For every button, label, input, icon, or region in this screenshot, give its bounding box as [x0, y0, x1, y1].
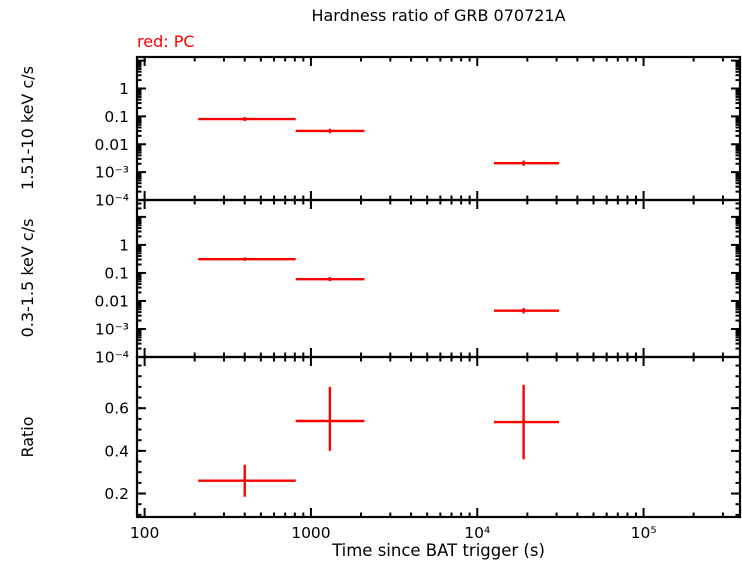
svg-text:10⁻³: 10⁻³	[95, 320, 129, 338]
chart-title: Hardness ratio of GRB 070721A	[311, 6, 566, 25]
svg-text:10⁵: 10⁵	[631, 524, 657, 542]
data-point	[198, 257, 296, 261]
panel-soft-band: 1 0.1 0.01 10⁻³ 10⁻⁴	[94, 198, 742, 367]
svg-text:1000: 1000	[291, 524, 330, 542]
svg-text:10⁻³: 10⁻³	[95, 164, 129, 182]
svg-text:1: 1	[119, 80, 129, 98]
svg-text:0.1: 0.1	[104, 108, 129, 126]
data-point	[198, 464, 296, 497]
data-point	[493, 384, 559, 460]
mode-label: red: PC	[137, 32, 195, 51]
svg-text:0.01: 0.01	[94, 292, 129, 310]
svg-text:10⁻⁴: 10⁻⁴	[95, 192, 129, 210]
svg-text:0.4: 0.4	[104, 442, 129, 460]
data-point	[198, 117, 296, 122]
x-tick-labels: 100 1000 10⁴ 10⁵	[130, 524, 657, 542]
data-point	[295, 277, 365, 282]
svg-text:100: 100	[130, 524, 160, 542]
data-point	[493, 308, 559, 314]
svg-text:1: 1	[119, 236, 129, 254]
svg-text:0.01: 0.01	[94, 136, 129, 154]
svg-text:0.1: 0.1	[104, 264, 129, 282]
svg-text:10⁴: 10⁴	[464, 524, 490, 542]
svg-text:10⁻⁴: 10⁻⁴	[95, 349, 129, 367]
panel-ratio: 0.2 0.4 0.6	[104, 355, 742, 519]
svg-text:0.2: 0.2	[104, 485, 129, 503]
data-point	[295, 128, 365, 134]
panel-hard-band: 1 0.1 0.01 10⁻³ 10⁻⁴	[94, 55, 742, 210]
svg-text:0.6: 0.6	[104, 400, 129, 418]
data-point	[295, 386, 365, 451]
data-point	[493, 160, 559, 166]
x-axis-label: Time since BAT trigger (s)	[332, 541, 545, 560]
